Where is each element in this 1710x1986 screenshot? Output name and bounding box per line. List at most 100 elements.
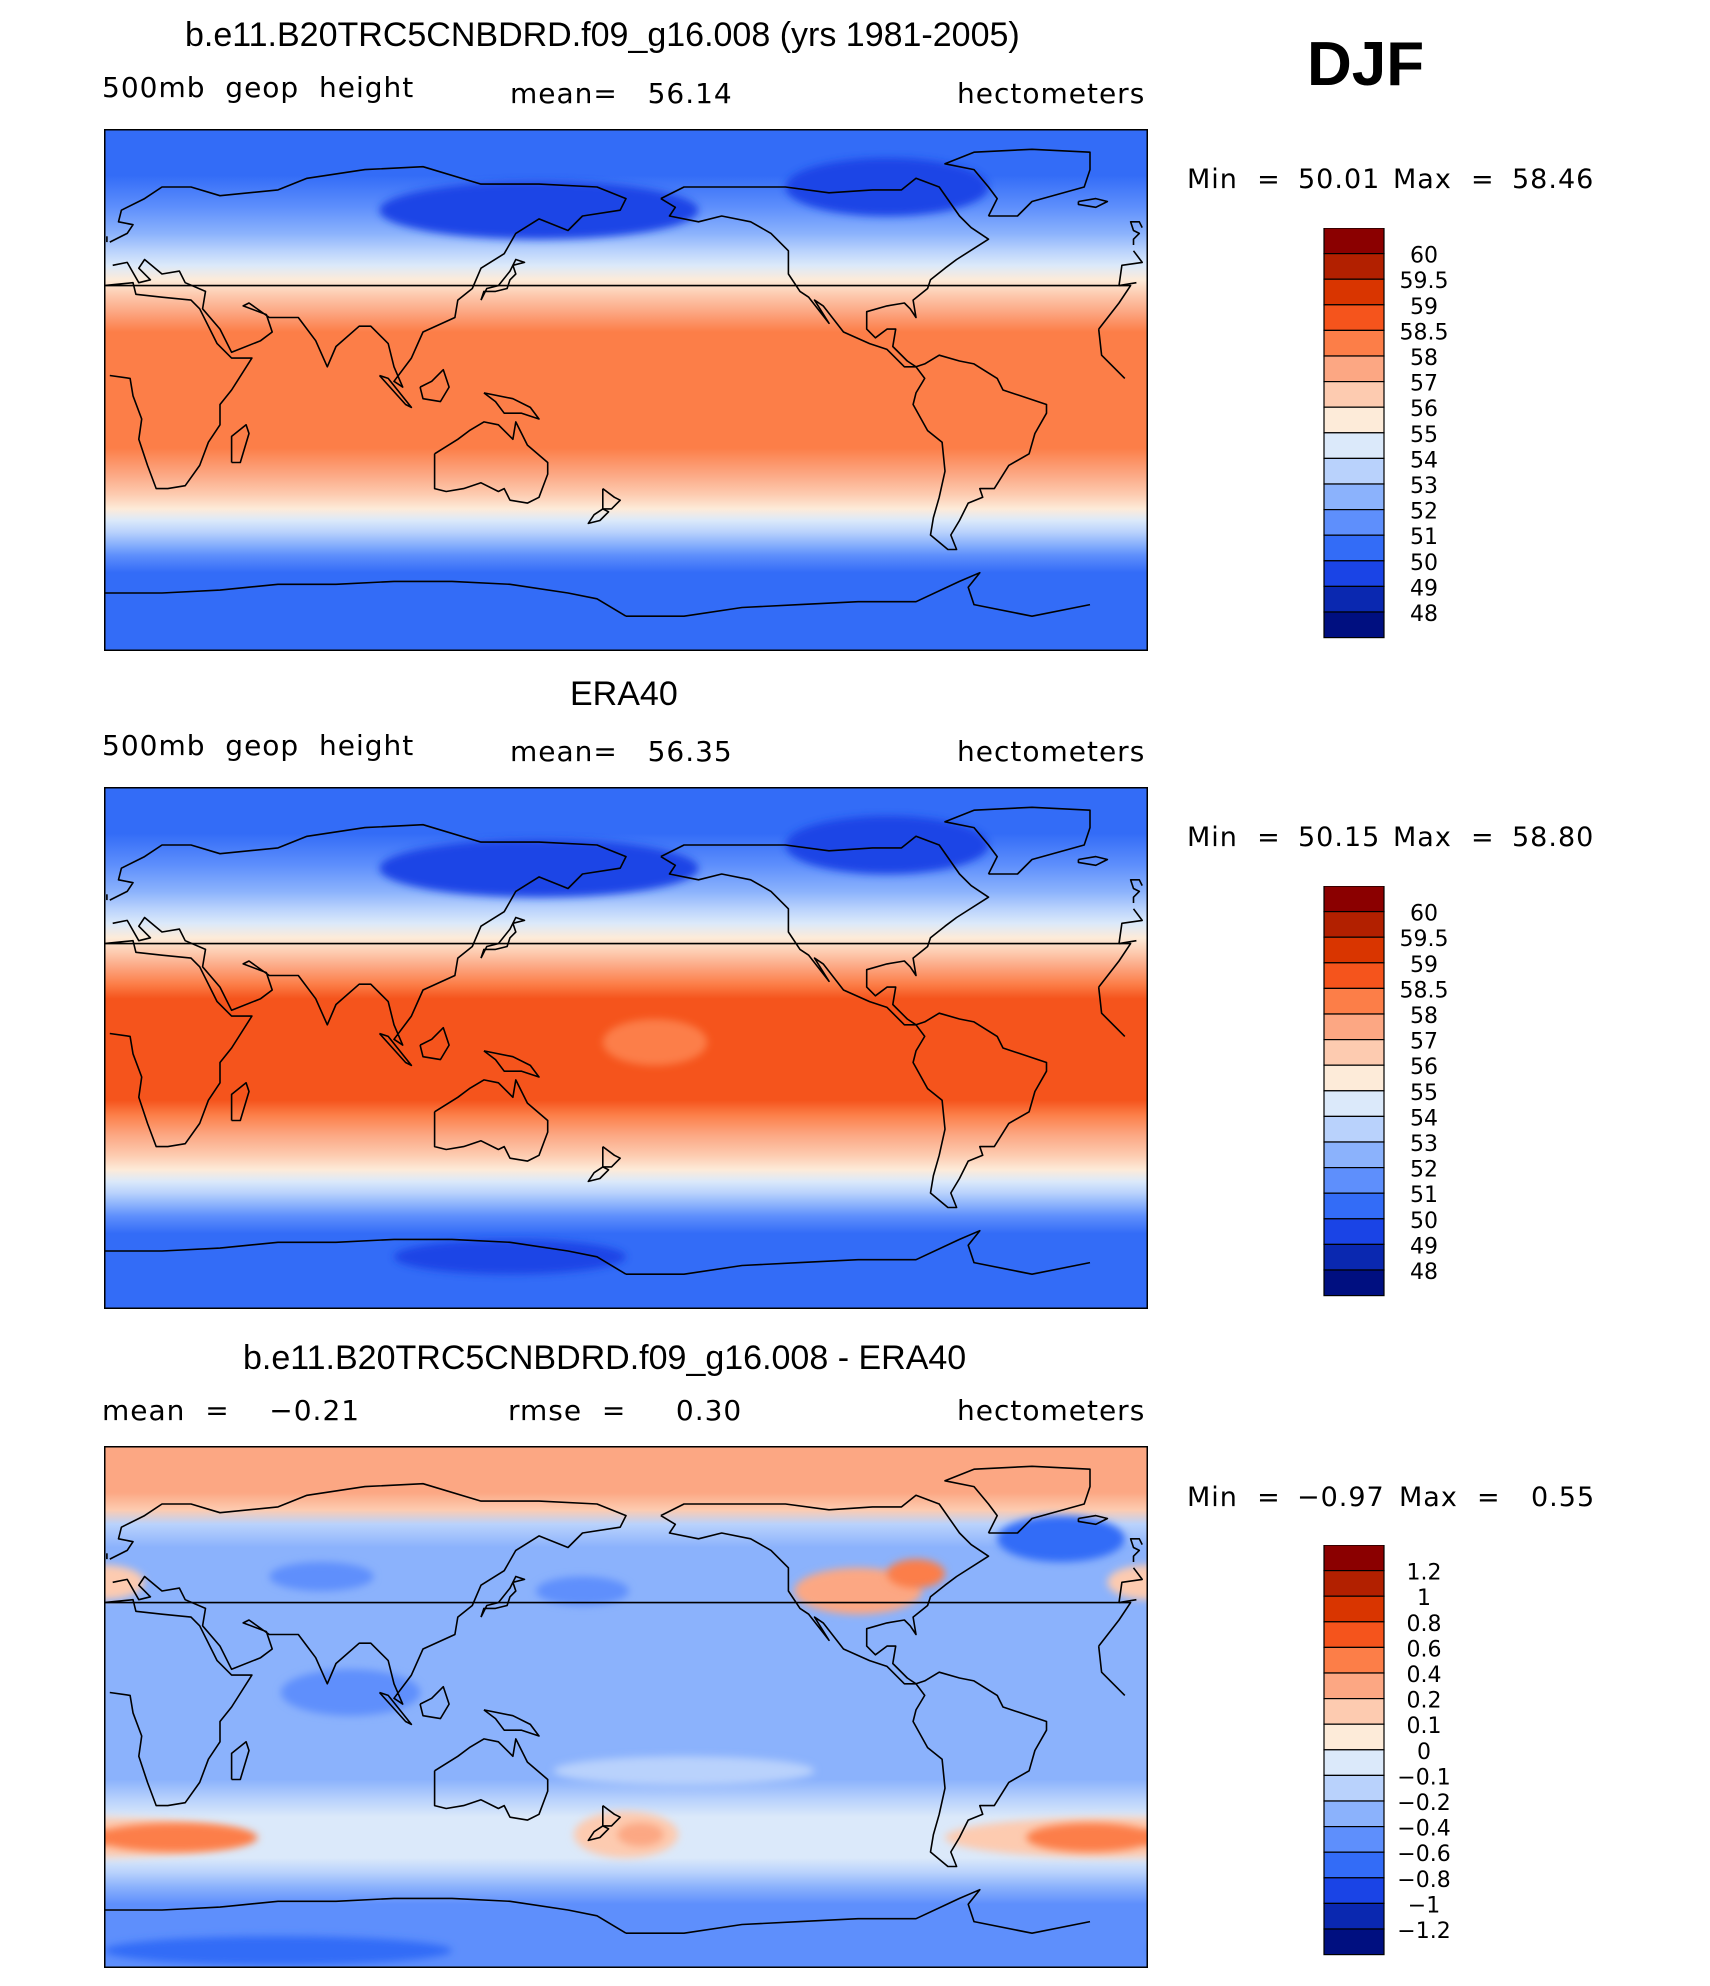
coastline-newzealand xyxy=(602,1804,621,1827)
contour-anomaly-4 xyxy=(1026,1823,1148,1852)
panel-1-map xyxy=(104,129,1148,651)
colorbar-label: 0.1 xyxy=(1407,1714,1442,1739)
coastline-eurasia xyxy=(1118,939,1137,945)
coastline-northamerica xyxy=(660,177,990,368)
colorbar-swatch xyxy=(1323,509,1385,536)
coastline-northamerica xyxy=(660,835,990,1026)
panel-2-max-label: Max = xyxy=(1393,822,1495,853)
coastline-newzealand xyxy=(602,487,621,510)
colorbar-swatch xyxy=(1323,329,1385,357)
colorbar-swatch xyxy=(1323,534,1385,562)
colorbar-label: 48 xyxy=(1410,1260,1438,1285)
panel-1-mean-label: mean= 56.14 xyxy=(510,77,733,110)
coastline-africa xyxy=(104,939,1132,1148)
colorbar-label: 59 xyxy=(1410,953,1438,978)
coastline-eurasia xyxy=(109,165,627,388)
colorbar-label: 60 xyxy=(1410,902,1438,927)
coastline-iceland xyxy=(1077,1514,1109,1526)
colorbar-swatch xyxy=(1323,1090,1385,1118)
coastline-iceland xyxy=(1077,197,1109,209)
coastline-australia xyxy=(433,1079,549,1162)
coastline-africa xyxy=(104,281,1132,490)
contour-field xyxy=(104,1446,1148,1968)
coastline-eurasia xyxy=(109,823,627,1046)
map-frame xyxy=(104,787,1148,1309)
colorbar-label: 55 xyxy=(1410,423,1438,448)
contour-anomaly-9 xyxy=(280,1669,421,1716)
colorbar-label: 52 xyxy=(1410,1158,1438,1183)
colorbar-swatch xyxy=(1323,1218,1385,1245)
coastline-sumatra xyxy=(378,1032,413,1067)
contour-anomaly-3 xyxy=(394,1239,626,1275)
panel-3-min-value: −0.97 xyxy=(1297,1482,1385,1513)
panel-3-mean-label: mean = −0.21 xyxy=(102,1394,361,1427)
colorbar-swatch xyxy=(1323,1851,1385,1879)
colorbar-swatch xyxy=(1323,1646,1385,1674)
panel-3-max-label: Max = xyxy=(1399,1482,1501,1513)
coastline-southamerica xyxy=(912,354,1048,551)
panel-2-min-value: 50.15 xyxy=(1298,822,1381,853)
colorbar-swatch xyxy=(1323,304,1385,332)
coastline-japan xyxy=(480,916,526,959)
colorbar-label: 50 xyxy=(1410,1209,1438,1234)
colorbar-swatch xyxy=(1323,253,1385,280)
coastline-newguinea xyxy=(483,1709,540,1737)
panel-3-units-label: hectometers xyxy=(957,1394,1146,1427)
panel-2-min-label: Min = xyxy=(1187,822,1281,853)
coastline-eurasia xyxy=(1118,1567,1143,1603)
colorbar-label: 52 xyxy=(1410,500,1438,525)
colorbar-swatch xyxy=(1323,1595,1385,1623)
colorbar-label: 0.8 xyxy=(1407,1612,1442,1637)
colorbar-swatch xyxy=(1323,406,1385,434)
coastline-newguinea xyxy=(483,1050,540,1078)
coastline-borneo xyxy=(419,1026,450,1061)
colorbar-label: 56 xyxy=(1410,397,1438,422)
contour-anomaly-1 xyxy=(104,1823,258,1852)
coastline-africa xyxy=(1097,1646,1126,1696)
panel-3-colorbar: 1.210.80.60.40.20.10−0.1−0.2−0.4−0.6−0.8… xyxy=(1323,1545,1451,1956)
colorbar-swatch xyxy=(1323,1141,1385,1169)
colorbar-label: −0.1 xyxy=(1397,1765,1450,1790)
colorbar-label: −0.6 xyxy=(1397,1842,1450,1867)
panel-1-max-label: Max = xyxy=(1393,164,1495,195)
colorbar-label: −0.2 xyxy=(1397,1791,1450,1816)
panel-3-map xyxy=(104,1446,1148,1968)
colorbar-swatch xyxy=(1323,1167,1385,1194)
contour-anomaly-1 xyxy=(785,158,989,216)
colorbar-label: 55 xyxy=(1410,1081,1438,1106)
colorbar-swatch xyxy=(1323,1570,1385,1597)
contour-anomaly-3 xyxy=(617,1823,664,1847)
coastline-eurasia xyxy=(1118,908,1143,944)
colorbar-swatch xyxy=(1323,432,1385,460)
colorbar-label: 59.5 xyxy=(1400,927,1449,952)
coastline-madagascar xyxy=(230,1741,250,1781)
colorbar-swatch xyxy=(1323,1115,1385,1143)
colorbar-label: 59 xyxy=(1410,295,1438,320)
coastline-greenland xyxy=(944,148,1091,217)
contour-anomaly-13 xyxy=(553,1756,815,1786)
coastline-borneo xyxy=(419,368,450,403)
panel-3-rmse-label: rmse = 0.30 xyxy=(508,1394,743,1427)
panel-2-units-label: hectometers xyxy=(957,735,1146,768)
coastline-antarctica xyxy=(104,1238,627,1275)
panel-2-map xyxy=(104,787,1148,1309)
colorbar-label: −0.8 xyxy=(1397,1868,1450,1893)
colorbar-label: 57 xyxy=(1410,372,1438,397)
colorbar-swatch xyxy=(1323,457,1385,485)
colorbar-label: 51 xyxy=(1410,525,1438,550)
colorbar-swatch xyxy=(1323,1749,1385,1777)
coastline-africa xyxy=(1097,987,1126,1037)
colorbar-swatch xyxy=(1323,1064,1385,1092)
colorbar-label: 60 xyxy=(1410,244,1438,269)
panel-3-min-label: Min = xyxy=(1187,1482,1281,1513)
colorbar-label: 57 xyxy=(1410,1030,1438,1055)
coastline-uk xyxy=(1129,1538,1143,1562)
coastline-greenland xyxy=(944,1465,1091,1534)
colorbar-label: 58.5 xyxy=(1400,320,1449,345)
panel-2-max-value: 58.80 xyxy=(1512,822,1595,853)
season-label: DJF xyxy=(1307,30,1425,99)
coastline-newguinea xyxy=(483,392,540,420)
colorbar-swatch xyxy=(1323,1800,1385,1828)
coastline-eurasia xyxy=(1118,1598,1137,1604)
panel-1-min-value: 50.01 xyxy=(1298,164,1381,195)
